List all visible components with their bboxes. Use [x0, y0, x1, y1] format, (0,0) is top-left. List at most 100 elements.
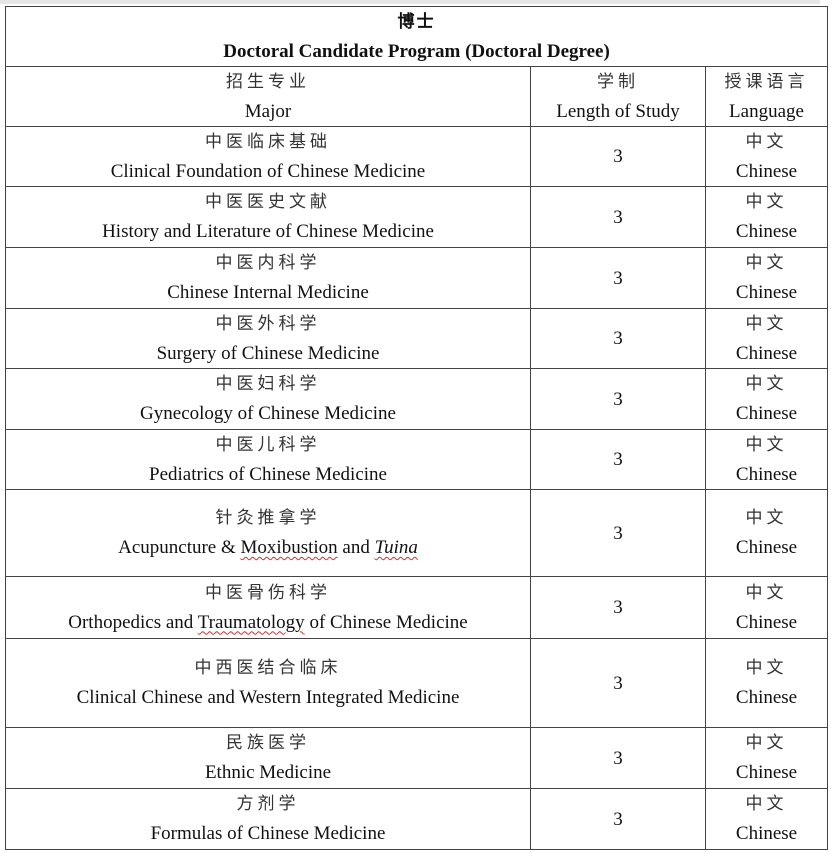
major-en-segment: Pediatrics of Chinese Medicine — [149, 463, 387, 485]
table-row: 中医妇科学 Gynecology of Chinese Medicine 3 中… — [5, 368, 829, 430]
length-value: 3 — [613, 267, 623, 289]
language-cell: 中文 Chinese — [704, 788, 829, 850]
major-cell: 中医骨伤科学 Orthopedics and Traumatology of C… — [5, 576, 531, 639]
major-cell: 中医临床基础 Clinical Foundation of Chinese Me… — [5, 126, 531, 187]
major-cell: 中医儿科学 Pediatrics of Chinese Medicine — [5, 429, 531, 490]
language-cell: 中文 Chinese — [704, 247, 829, 309]
length-value: 3 — [613, 522, 623, 544]
length-value: 3 — [613, 328, 623, 349]
table-row: 针灸推拿学 Acupuncture & Moxibustion and Tuin… — [5, 489, 829, 577]
length-value: 3 — [613, 672, 623, 694]
major-en: Chinese Internal Medicine — [6, 278, 530, 307]
top-edge — [0, 0, 820, 4]
table-row: 中医医史文献 History and Literature of Chinese… — [5, 186, 829, 248]
language-cell: 中文 Chinese — [704, 727, 829, 789]
major-en: Clinical Foundation of Chinese Medicine — [6, 157, 530, 186]
major-en-segment: of Chinese Medicine — [304, 611, 468, 633]
major-en: Clinical Chinese and Western Integrated … — [6, 683, 530, 712]
major-zh: 方剂学 — [236, 794, 300, 814]
language-en: Chinese — [735, 342, 798, 364]
language-cell: 中文 Chinese — [704, 308, 829, 369]
language-en: Chinese — [735, 160, 798, 182]
major-en: Ethnic Medicine — [6, 758, 530, 787]
major-zh: 针灸推拿学 — [215, 508, 321, 528]
language-zh: 中文 — [745, 192, 788, 212]
language-zh: 中文 — [745, 658, 788, 678]
title-zh: 博士 — [397, 11, 436, 32]
length-value: 3 — [613, 747, 623, 769]
length-value: 3 — [613, 597, 623, 618]
major-zh: 中西医结合临床 — [194, 658, 342, 678]
table-row: 方剂学 Formulas of Chinese Medicine 3 中文 Ch… — [5, 788, 829, 850]
major-zh: 中医骨伤科学 — [205, 582, 331, 603]
language-zh: 中文 — [745, 582, 788, 603]
major-en: Formulas of Chinese Medicine — [6, 819, 530, 848]
major-cell: 中医外科学 Surgery of Chinese Medicine — [5, 308, 531, 369]
major-en: Pediatrics of Chinese Medicine — [6, 460, 530, 489]
major-zh: 中医儿科学 — [215, 434, 321, 455]
major-en-segment: Formulas of Chinese Medicine — [150, 823, 386, 844]
major-en-segment: Orthopedics and — [68, 611, 198, 633]
header-language: 授课语言 Language — [704, 66, 829, 127]
table-row: 中医儿科学 Pediatrics of Chinese Medicine 3 中… — [5, 429, 829, 490]
language-en: Chinese — [735, 823, 798, 844]
header-length-zh: 学制 — [597, 71, 639, 92]
length-value: 3 — [613, 449, 623, 470]
language-zh: 中文 — [745, 253, 788, 273]
major-en-segment: Acupuncture & — [118, 537, 241, 558]
language-en: Chinese — [735, 687, 798, 708]
length-value: 3 — [613, 146, 623, 167]
header-length: 学制 Length of Study — [530, 66, 706, 127]
header-major: 招生专业 Major — [5, 66, 531, 127]
length-cell: 3 — [530, 368, 706, 430]
major-en-segment: Clinical Foundation of Chinese Medicine — [110, 160, 426, 182]
length-value: 3 — [613, 206, 623, 228]
major-en-segment: Clinical Chinese and Western Integrated … — [76, 687, 460, 708]
language-en: Chinese — [735, 537, 798, 558]
major-en-segment: Ethnic Medicine — [204, 762, 332, 783]
language-zh: 中文 — [745, 434, 788, 455]
major-en-segment: Gynecology of Chinese Medicine — [140, 403, 396, 424]
title-en: Doctoral Candidate Program (Doctoral Deg… — [223, 40, 610, 62]
length-value: 3 — [613, 388, 623, 410]
header-major-zh: 招生专业 — [226, 71, 310, 92]
title-cell: 博士 Doctoral Candidate Program (Doctoral … — [4, 6, 829, 67]
title-row: 博士 Doctoral Candidate Program (Doctoral … — [4, 6, 829, 67]
header-length-en: Length of Study — [556, 100, 680, 122]
language-zh: 中文 — [745, 131, 788, 152]
language-cell: 中文 Chinese — [704, 638, 829, 728]
doctoral-program-table: 博士 Doctoral Candidate Program (Doctoral … — [4, 6, 829, 850]
length-cell: 3 — [530, 247, 706, 309]
language-en: Chinese — [735, 221, 798, 242]
major-en: Gynecology of Chinese Medicine — [6, 399, 530, 428]
header-language-en: Language — [729, 100, 804, 122]
header-language-zh: 授课语言 — [724, 71, 809, 92]
major-cell: 方剂学 Formulas of Chinese Medicine — [5, 788, 531, 850]
language-en: Chinese — [735, 463, 798, 485]
language-cell: 中文 Chinese — [704, 368, 829, 430]
language-zh: 中文 — [745, 733, 788, 753]
length-cell: 3 — [530, 186, 706, 248]
major-zh: 中医外科学 — [215, 313, 321, 334]
major-en: Acupuncture & Moxibustion and Tuina — [6, 533, 530, 562]
language-cell: 中文 Chinese — [704, 489, 829, 577]
major-en: Orthopedics and Traumatology of Chinese … — [6, 608, 530, 637]
table-row: 中医骨伤科学 Orthopedics and Traumatology of C… — [5, 576, 829, 639]
length-cell: 3 — [530, 308, 706, 369]
length-cell: 3 — [530, 489, 706, 577]
language-cell: 中文 Chinese — [704, 126, 829, 187]
major-cell: 针灸推拿学 Acupuncture & Moxibustion and Tuin… — [5, 489, 531, 577]
header-row: 招生专业 Major 学制 Length of Study 授课语言 Langu… — [5, 66, 829, 127]
language-zh: 中文 — [745, 508, 788, 528]
major-zh: 中医临床基础 — [205, 131, 331, 152]
major-zh: 中医内科学 — [215, 253, 321, 273]
major-cell: 中西医结合临床 Clinical Chinese and Western Int… — [5, 638, 531, 728]
major-cell: 民族医学 Ethnic Medicine — [5, 727, 531, 789]
table-row: 民族医学 Ethnic Medicine 3 中文 Chinese — [5, 727, 829, 789]
length-cell: 3 — [530, 727, 706, 789]
major-zh: 民族医学 — [226, 733, 310, 753]
major-en-segment: Chinese Internal Medicine — [167, 282, 369, 303]
major-en-segment: Surgery of Chinese Medicine — [156, 342, 380, 364]
major-en: Surgery of Chinese Medicine — [6, 339, 530, 368]
length-value: 3 — [613, 808, 623, 830]
